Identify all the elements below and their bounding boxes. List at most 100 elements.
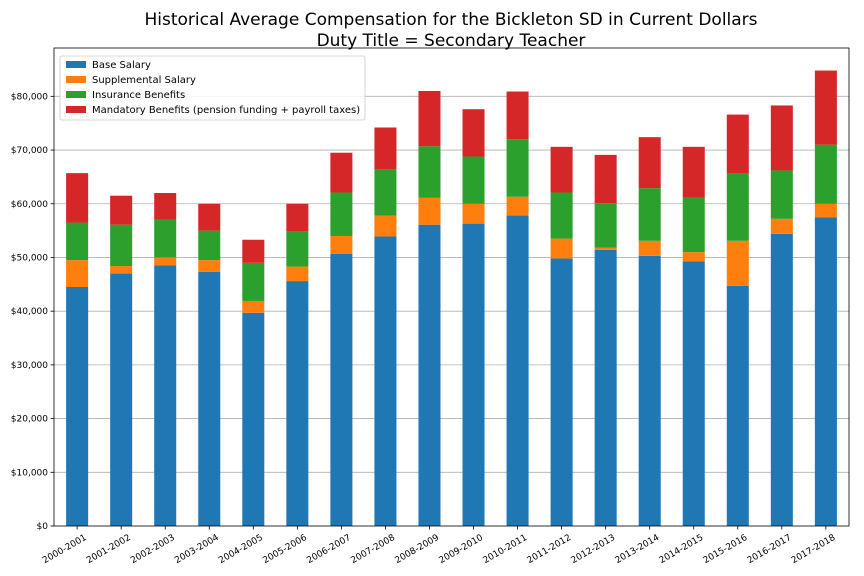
bar-mandatory (330, 152, 353, 193)
x-tick-label: 2010-2011 (482, 533, 529, 566)
bar-mandatory (506, 91, 529, 140)
bar-base (506, 215, 529, 526)
x-tick-label: 2013-2014 (614, 533, 662, 566)
bar-insurance (242, 262, 265, 301)
bar-base (682, 261, 705, 526)
y-tick-label: $50,000 (11, 253, 48, 263)
x-tick-label: 2014-2015 (658, 533, 705, 566)
bar-mandatory (198, 203, 221, 231)
legend-swatch (66, 106, 86, 113)
bar-mandatory (242, 239, 265, 263)
bars (66, 70, 837, 527)
bar-supplemental (638, 240, 661, 256)
bar-mandatory (154, 193, 177, 220)
legend-label: Mandatory Benefits (pension funding + pa… (92, 105, 360, 116)
bar-insurance (374, 169, 397, 216)
bar-supplemental (550, 238, 573, 259)
y-axis: $0 $10,000 $20,000 $30,000 $40,000 $50,000 $60… (11, 92, 54, 532)
bar-supplemental (154, 257, 177, 266)
x-tick-label: 2011-2012 (526, 533, 573, 566)
legend-swatch (66, 61, 86, 68)
bar-base (770, 233, 793, 526)
x-tick-label: 2004-2005 (217, 533, 264, 566)
bar-insurance (286, 231, 309, 267)
y-tick-label: $80,000 (11, 92, 48, 102)
bar-insurance (682, 197, 705, 253)
bar-insurance (462, 156, 485, 204)
x-tick-label: 2000-2001 (41, 533, 88, 566)
bar-supplemental (198, 260, 221, 272)
bar-mandatory (462, 109, 485, 157)
bar-mandatory (682, 146, 705, 198)
x-tick-label: 2012-2013 (570, 533, 617, 566)
bar-supplemental (682, 252, 705, 262)
x-tick-label: 2009-2010 (438, 533, 486, 566)
bar-mandatory (770, 105, 793, 171)
bar-insurance (110, 224, 133, 267)
bar-supplemental (462, 203, 485, 224)
y-tick-label: $0 (37, 522, 49, 532)
y-tick-label: $40,000 (11, 307, 48, 317)
bar-mandatory (550, 146, 573, 193)
bar-mandatory (638, 137, 661, 189)
bar-base (374, 236, 397, 527)
bar-mandatory (66, 173, 89, 223)
bar-base (814, 217, 837, 526)
bar-mandatory (418, 90, 441, 147)
bar-insurance (506, 139, 529, 197)
bar-base (110, 273, 133, 526)
y-tick-label: $30,000 (11, 361, 48, 371)
plot-frame (53, 47, 850, 527)
bar-insurance (594, 203, 617, 248)
x-tick-label: 2005-2006 (261, 533, 309, 566)
legend-box (59, 55, 366, 121)
legend-label: Insurance Benefits (92, 90, 185, 101)
bar-base (726, 285, 749, 526)
bar-base (418, 224, 441, 526)
legend-swatch (66, 76, 86, 83)
bar-supplemental (506, 196, 529, 216)
legend-label: Supplemental Salary (92, 75, 196, 86)
x-tick-label: 2007-2008 (349, 533, 397, 566)
bar-supplemental (242, 300, 265, 313)
x-tick-label: 2008-2009 (393, 533, 441, 566)
bar-mandatory (110, 195, 133, 225)
bar-mandatory (726, 114, 749, 174)
x-tick-label: 2015-2016 (702, 533, 750, 566)
bar-base (550, 258, 573, 526)
bar-supplemental (330, 235, 353, 254)
bar-insurance (726, 173, 749, 241)
bar-base (638, 255, 661, 527)
legend-label: Base Salary (92, 60, 151, 71)
bar-base (242, 312, 265, 526)
x-axis: 2000-20012001-20022002-20032003-20042004… (41, 526, 838, 566)
x-tick-label: 2017-2018 (790, 533, 838, 566)
bar-supplemental (418, 197, 441, 225)
chart-subtitle: Duty Title = Secondary Teacher (317, 31, 586, 51)
y-tick-label: $60,000 (11, 200, 48, 210)
bar-insurance (418, 146, 441, 198)
x-tick-label: 2002-2003 (129, 533, 176, 566)
x-tick-label: 2006-2007 (305, 533, 352, 566)
bar-mandatory (814, 70, 837, 145)
y-tick-label: $10,000 (11, 468, 48, 478)
bar-mandatory (374, 127, 397, 170)
bar-base (330, 253, 353, 527)
bar-mandatory (594, 154, 617, 204)
bar-insurance (198, 230, 221, 261)
x-tick-label: 2016-2017 (746, 533, 793, 566)
bar-supplemental (374, 215, 397, 237)
x-tick-label: 2001-2002 (85, 533, 132, 566)
chart-title: Historical Average Compensation for the … (144, 10, 757, 30)
bar-base (594, 249, 617, 526)
bar-supplemental (110, 266, 133, 274)
y-tick-label: $20,000 (11, 415, 48, 425)
bar-supplemental (594, 247, 617, 250)
bar-supplemental (286, 266, 309, 282)
bar-base (462, 223, 485, 526)
bar-insurance (550, 192, 573, 239)
bar-insurance (770, 170, 793, 219)
bar-insurance (330, 192, 353, 236)
bar-supplemental (726, 240, 749, 286)
